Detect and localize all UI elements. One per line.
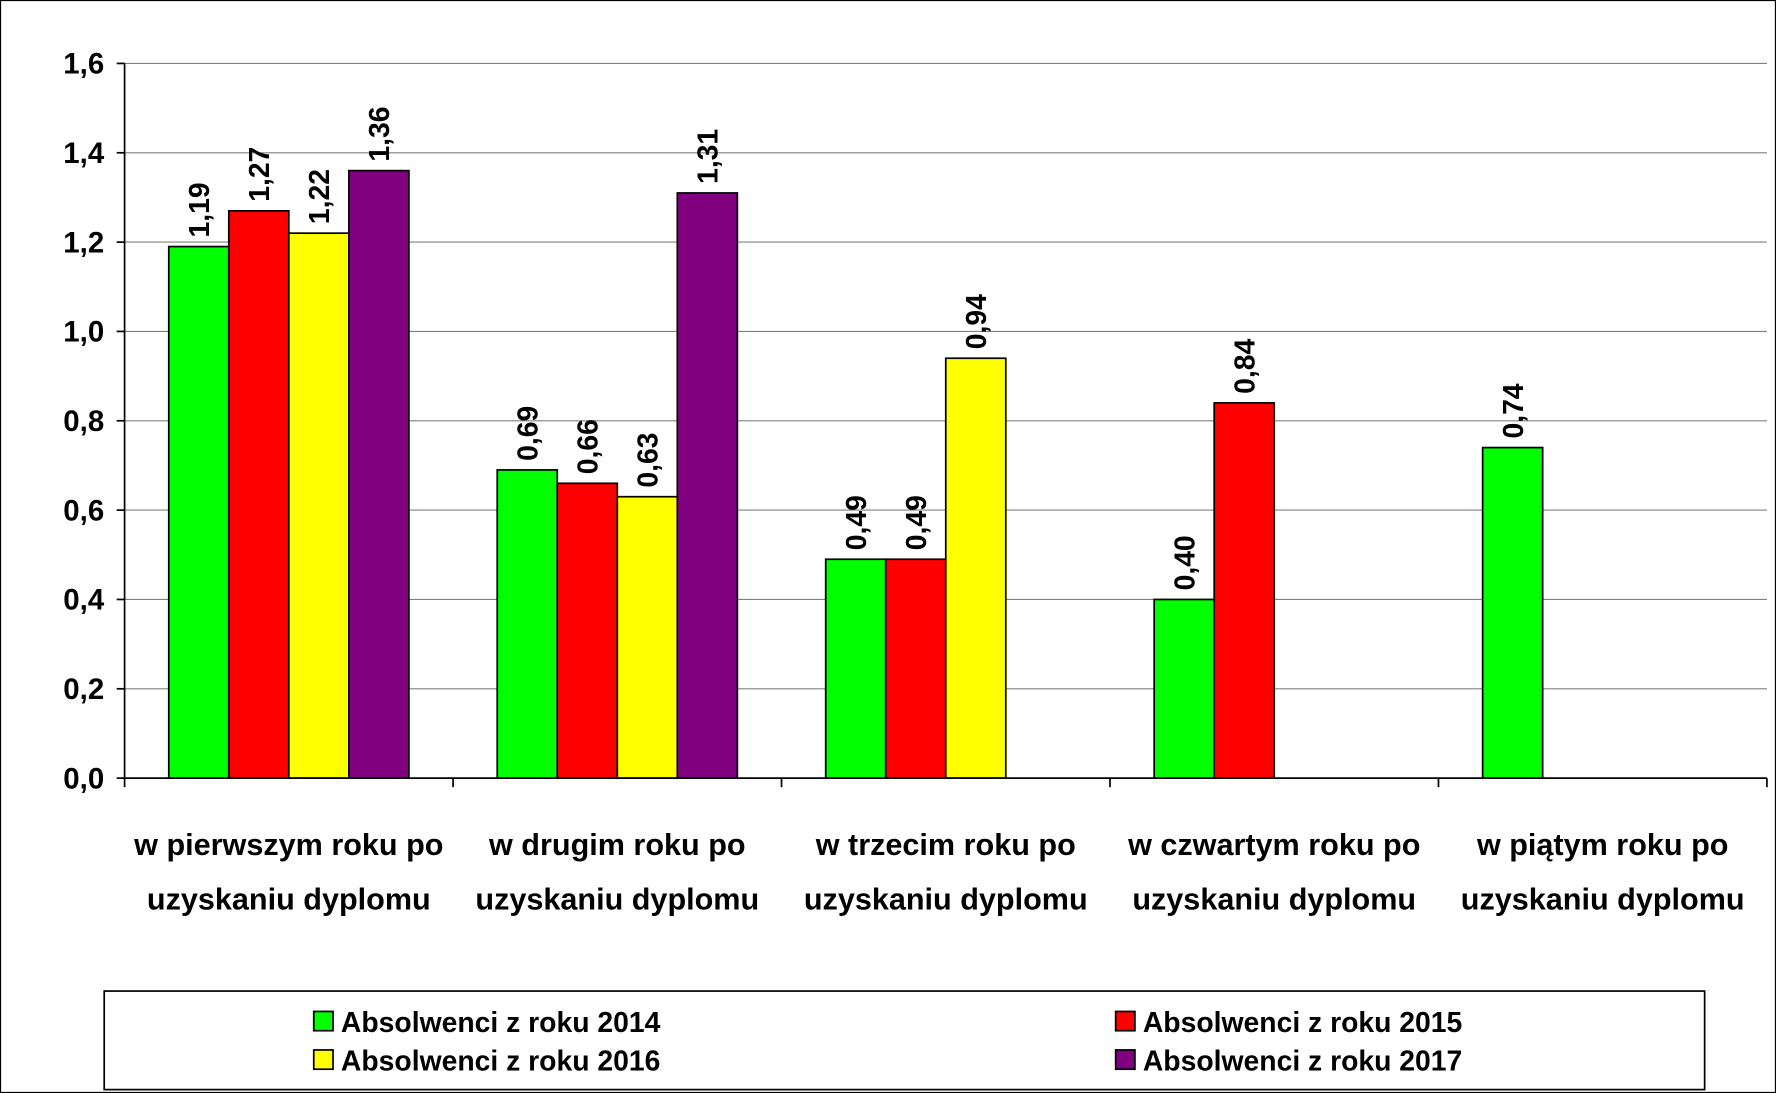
value-label: 1,31 bbox=[692, 129, 724, 184]
y-tick-label: 1,2 bbox=[63, 226, 104, 259]
legend-label: Absolwenci z roku 2014 bbox=[340, 1006, 661, 1039]
value-label: 1,36 bbox=[363, 106, 395, 161]
y-tick-label: 0,0 bbox=[63, 762, 104, 795]
bar bbox=[884, 558, 947, 779]
legend-swatch bbox=[1114, 1049, 1136, 1071]
value-label: 0,49 bbox=[900, 495, 932, 550]
legend-label: Absolwenci z roku 2017 bbox=[1142, 1045, 1463, 1078]
value-label: 0,69 bbox=[511, 406, 543, 461]
y-tick-label: 0,2 bbox=[63, 673, 104, 706]
x-tick-label: w drugim roku po uzyskaniu dyplomu bbox=[475, 827, 760, 917]
value-label: 1,19 bbox=[183, 182, 215, 237]
bar bbox=[676, 192, 739, 779]
legend-box bbox=[103, 990, 1706, 1091]
x-tick-label: w trzecim roku po uzyskaniu dyplomu bbox=[803, 827, 1088, 917]
bar bbox=[496, 469, 559, 779]
x-tick-label: w piątym roku po uzyskaniu dyplomu bbox=[1460, 827, 1745, 917]
x-tick-label: w pierwszym roku po uzyskaniu dyplomu bbox=[134, 827, 444, 917]
bar bbox=[227, 209, 290, 779]
value-label: 0,74 bbox=[1497, 383, 1529, 438]
y-tick-label: 0,6 bbox=[63, 494, 104, 527]
value-label: 0,94 bbox=[960, 294, 992, 349]
y-tick-label: 1,4 bbox=[63, 137, 105, 170]
legend-swatch bbox=[312, 1049, 334, 1071]
y-tick-label: 0,8 bbox=[63, 405, 104, 438]
bar bbox=[944, 357, 1007, 779]
value-label: 1,22 bbox=[303, 169, 335, 224]
value-label: 0,49 bbox=[840, 495, 872, 550]
bar bbox=[1481, 446, 1544, 779]
value-label: 1,27 bbox=[243, 147, 275, 202]
value-label: 0,84 bbox=[1228, 339, 1260, 394]
y-tick-label: 1,0 bbox=[63, 316, 104, 349]
bar bbox=[556, 482, 619, 779]
bar bbox=[1213, 402, 1276, 779]
bar bbox=[287, 232, 350, 779]
legend-swatch bbox=[1114, 1010, 1136, 1032]
legend-swatch bbox=[312, 1010, 334, 1032]
y-tick-label: 0,4 bbox=[63, 584, 105, 617]
legend-label: Absolwenci z roku 2015 bbox=[1142, 1006, 1463, 1039]
value-label: 0,66 bbox=[571, 419, 603, 474]
legend-label: Absolwenci z roku 2016 bbox=[340, 1045, 661, 1078]
value-label: 0,63 bbox=[632, 433, 664, 488]
bar bbox=[616, 495, 679, 779]
x-tick-label: w czwartym roku po uzyskaniu dyplomu bbox=[1128, 827, 1421, 917]
bar bbox=[1153, 598, 1216, 779]
y-tick-label: 1,6 bbox=[63, 48, 104, 81]
value-label: 0,40 bbox=[1168, 535, 1200, 590]
bar bbox=[348, 169, 410, 779]
bar bbox=[167, 245, 230, 779]
bar bbox=[824, 558, 887, 779]
